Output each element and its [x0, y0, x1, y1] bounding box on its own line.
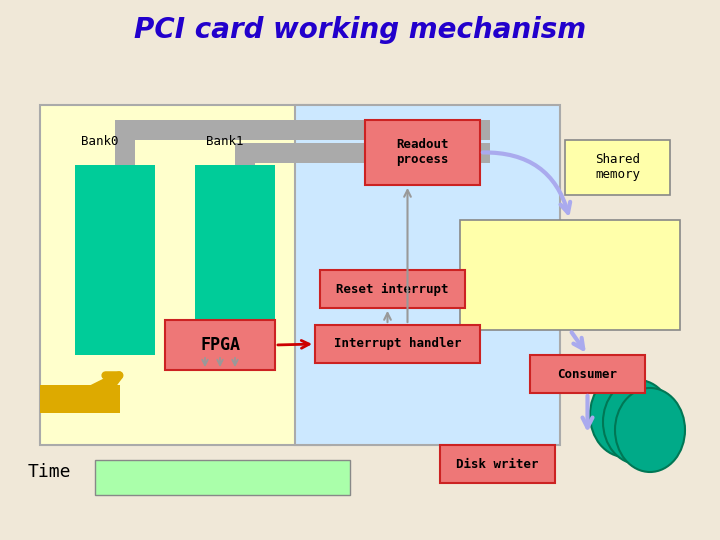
Bar: [40, 105, 330, 445]
Bar: [295, 105, 560, 445]
Bar: [565, 140, 670, 195]
Text: Bank1: Bank1: [206, 135, 244, 148]
Bar: [530, 355, 645, 393]
Text: PCI card working mechanism: PCI card working mechanism: [134, 16, 586, 44]
Bar: [460, 220, 680, 330]
Bar: [115, 120, 490, 140]
Text: Time: Time: [28, 463, 71, 481]
Bar: [440, 445, 555, 483]
Ellipse shape: [590, 373, 660, 457]
Text: Bank0: Bank0: [81, 135, 119, 148]
Bar: [40, 385, 120, 413]
Text: Consumer: Consumer: [557, 368, 618, 381]
Ellipse shape: [603, 380, 673, 464]
Bar: [165, 320, 275, 370]
Text: Shared
memory: Shared memory: [595, 153, 640, 181]
Text: Readout
process: Readout process: [396, 138, 449, 166]
Bar: [195, 165, 275, 355]
Bar: [95, 460, 350, 495]
Text: Reset interrupt: Reset interrupt: [336, 282, 449, 295]
Bar: [320, 270, 465, 308]
Bar: [235, 143, 255, 181]
Bar: [315, 325, 480, 363]
Bar: [365, 120, 480, 185]
Text: FPGA: FPGA: [200, 336, 240, 354]
Bar: [115, 120, 135, 170]
Ellipse shape: [615, 388, 685, 472]
Text: Disk writer: Disk writer: [456, 457, 539, 470]
Text: Interrupt handler: Interrupt handler: [334, 338, 462, 350]
Bar: [75, 165, 155, 355]
Bar: [235, 143, 490, 163]
